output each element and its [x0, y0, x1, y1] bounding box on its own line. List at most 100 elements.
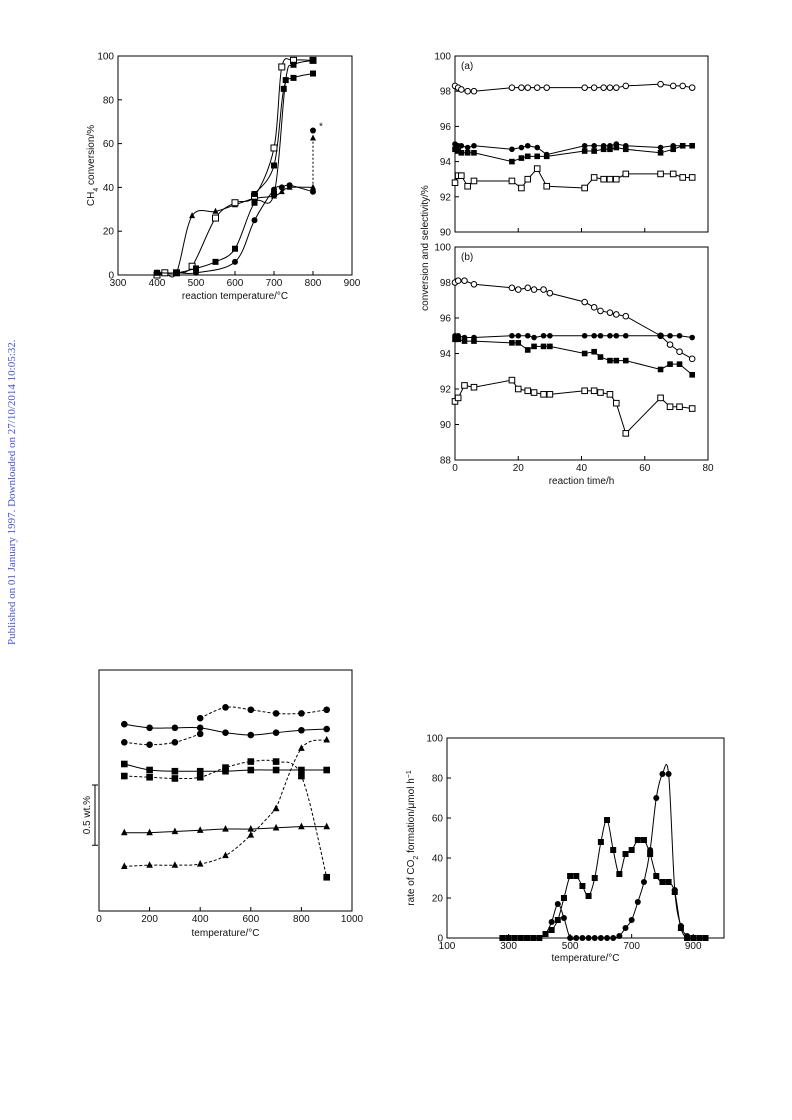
- chart-stability-b: 0 20 40 60 80 88 90 92 94 96 98 100 (b) reaction time…: [420, 185, 714, 487]
- square-marker: [290, 61, 297, 68]
- square-marker: [613, 144, 620, 151]
- open-square-marker: [688, 405, 696, 412]
- circle-marker: [286, 182, 293, 189]
- square-marker: [604, 817, 611, 823]
- square-marker: [196, 767, 204, 775]
- circle-marker: [653, 795, 660, 801]
- circle-marker: [540, 332, 547, 339]
- open-square-marker: [597, 389, 604, 396]
- circle-marker: [591, 142, 597, 149]
- open-square-marker: [581, 387, 588, 395]
- x-axis-label: reaction temperature/°C: [182, 291, 288, 302]
- open-square-marker: [524, 175, 532, 183]
- open-square-marker: [669, 170, 677, 178]
- open-circle-marker: [612, 311, 620, 318]
- y-tick-label: 0: [437, 934, 443, 945]
- open-circle-marker: [606, 84, 614, 91]
- square-marker: [146, 773, 153, 781]
- circle-marker: [640, 879, 647, 885]
- square-marker: [530, 935, 537, 941]
- triangle-marker: [298, 822, 305, 830]
- square-marker: [581, 148, 588, 154]
- circle-marker: [171, 739, 179, 746]
- circle-marker: [534, 144, 541, 151]
- open-circle-marker: [688, 355, 696, 363]
- chart-ch4-conversion: 300 400 500 600 700 800 900 0 20 40 60 80 100 * reacti…: [86, 52, 361, 303]
- square-marker: [524, 347, 531, 353]
- circle-marker: [247, 706, 255, 714]
- square-marker: [471, 150, 477, 156]
- circle-marker: [676, 332, 683, 339]
- square-marker: [581, 350, 588, 357]
- square-marker: [290, 74, 297, 81]
- y-tick-label: 92: [440, 192, 452, 203]
- square-marker: [515, 340, 522, 346]
- square-marker: [505, 935, 512, 941]
- series-line: [455, 335, 693, 339]
- circle-marker: [560, 915, 567, 921]
- square-marker: [702, 935, 709, 941]
- square-marker: [455, 336, 461, 343]
- circle-marker: [622, 925, 629, 931]
- x-tick-label: 80: [702, 463, 714, 474]
- open-circle-marker: [590, 304, 598, 311]
- x-tick-label: 500: [188, 278, 205, 289]
- series-line: [156, 58, 314, 276]
- open-circle-marker: [612, 84, 620, 91]
- open-square-marker: [679, 174, 687, 181]
- square-marker: [171, 767, 179, 775]
- square-marker: [212, 258, 219, 265]
- square-marker: [610, 847, 617, 853]
- x-tick-label: 400: [149, 278, 166, 289]
- open-circle-marker: [597, 307, 604, 315]
- square-marker: [310, 70, 316, 77]
- square-marker: [509, 340, 515, 346]
- y-tick-label: 20: [103, 227, 115, 238]
- open-circle-marker: [606, 309, 614, 316]
- triangle-marker: [247, 831, 255, 838]
- open-circle-marker: [514, 286, 522, 293]
- square-marker: [676, 361, 683, 367]
- square-marker: [452, 336, 458, 343]
- circle-marker: [667, 332, 673, 339]
- square-marker: [659, 879, 666, 885]
- circle-marker: [607, 332, 613, 339]
- open-square-marker: [524, 387, 532, 395]
- circle-marker: [585, 935, 592, 941]
- square-marker: [509, 158, 515, 165]
- x-tick-label: 300: [110, 278, 127, 289]
- square-marker: [540, 343, 547, 350]
- square-marker: [298, 766, 305, 774]
- square-marker: [689, 142, 695, 149]
- circle-marker: [464, 144, 471, 151]
- x-tick-label: 1000: [341, 914, 364, 925]
- square-marker: [591, 348, 597, 355]
- circle-marker: [554, 901, 561, 907]
- circle-marker: [659, 771, 666, 777]
- square-marker: [323, 766, 330, 774]
- square-marker: [499, 935, 506, 941]
- open-circle-marker: [590, 84, 598, 91]
- open-circle-marker: [622, 82, 630, 90]
- square-marker: [657, 366, 664, 373]
- square-marker: [518, 155, 525, 161]
- open-circle-marker: [543, 84, 551, 91]
- y-tick-label: 90: [440, 420, 452, 431]
- open-circle-marker: [524, 84, 532, 91]
- open-circle-marker: [470, 87, 478, 95]
- open-circle-marker: [546, 289, 554, 297]
- x-tick-label: 700: [266, 278, 283, 289]
- triangle-marker: [171, 861, 179, 868]
- circle-marker: [579, 935, 586, 941]
- plot-frame: [454, 246, 709, 461]
- triangle-marker: [323, 822, 330, 830]
- square-marker: [613, 357, 620, 364]
- square-marker: [271, 162, 277, 169]
- y-tick-label: 92: [440, 385, 452, 396]
- open-circle-marker: [622, 312, 630, 320]
- circle-marker: [647, 847, 654, 853]
- circle-marker: [515, 332, 522, 339]
- open-circle-marker: [666, 341, 674, 348]
- square-marker: [458, 150, 465, 156]
- circle-marker: [573, 935, 580, 941]
